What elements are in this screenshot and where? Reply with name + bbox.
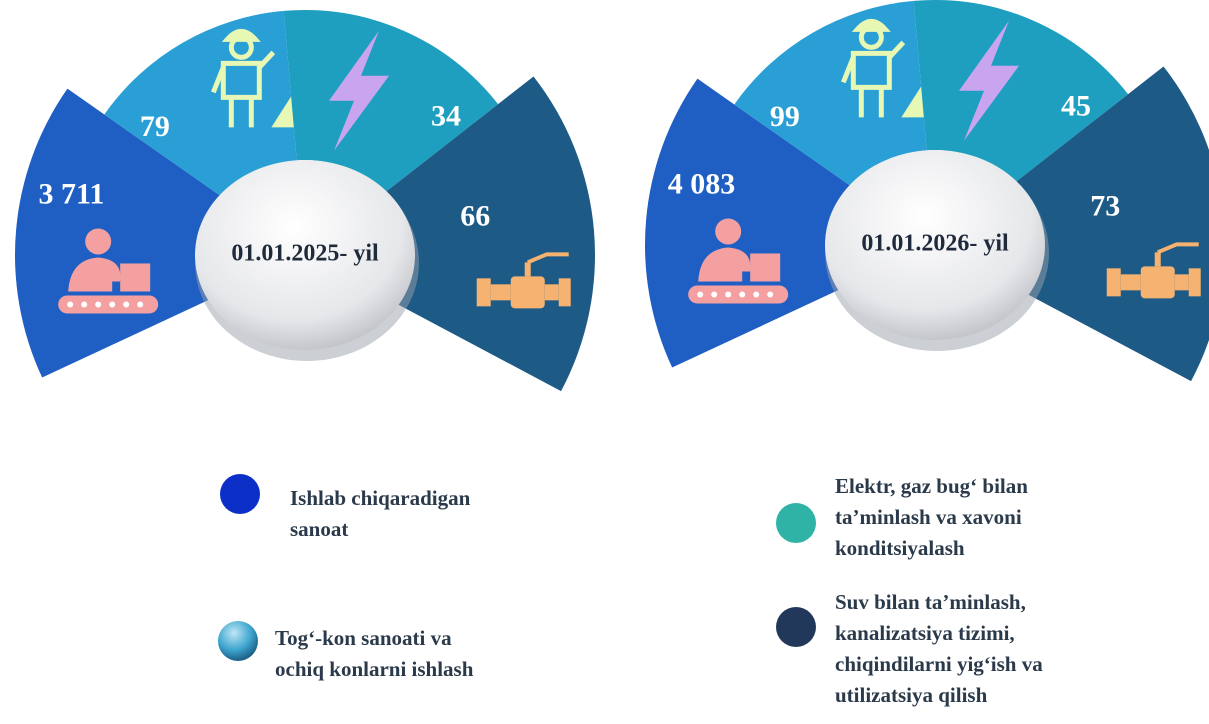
legend-marker	[220, 474, 260, 514]
segment-value: 3 711	[39, 178, 105, 211]
legend-text: Tog‘-kon sanoati va	[275, 626, 452, 650]
legend-text: kanalizatsiya tizimi,	[835, 621, 1015, 645]
legend-marker	[776, 503, 816, 543]
segment	[104, 10, 297, 201]
center-label: 01.01.2026- yil	[861, 231, 1009, 257]
legend-marker	[776, 607, 816, 647]
segment-value: 66	[460, 200, 490, 233]
segment	[283, 9, 499, 197]
segment-value: 45	[1061, 90, 1091, 123]
legend-marker	[218, 621, 258, 661]
segment-value: 73	[1090, 190, 1120, 223]
legend-text: ta’minlash va xavoni	[835, 505, 1022, 529]
segment-value: 99	[770, 100, 800, 133]
segment	[379, 76, 595, 392]
legend-text: Ishlab chiqaradigan	[290, 486, 471, 510]
legend-text: Elektr, gaz bug‘ bilan	[835, 474, 1028, 498]
segment	[1009, 66, 1209, 382]
legend-text: sanoat	[290, 517, 348, 541]
legend-text: ochiq konlarni ishlash	[275, 657, 474, 681]
segment-value: 79	[140, 110, 170, 143]
center-disc	[825, 150, 1045, 340]
center-disc	[195, 160, 415, 350]
legend-text: konditsiyalash	[835, 536, 965, 560]
segment	[734, 0, 927, 191]
legend-text: chiqindilarni yig‘ish va	[835, 652, 1043, 676]
center-label: 01.01.2025- yil	[231, 241, 379, 267]
donut-panel: 3 711 79 34 66 01.01.2025- yil	[15, 9, 595, 392]
segment-value: 34	[431, 100, 461, 133]
legend-text: utilizatsiya qilish	[835, 683, 988, 707]
legend-text: Suv bilan ta’minlash,	[835, 590, 1026, 614]
donut-panel: 4 083 99 45 73 01.01.2026- yil	[644, 0, 1209, 382]
segment-value: 4 083	[668, 168, 736, 201]
segment	[913, 0, 1129, 187]
